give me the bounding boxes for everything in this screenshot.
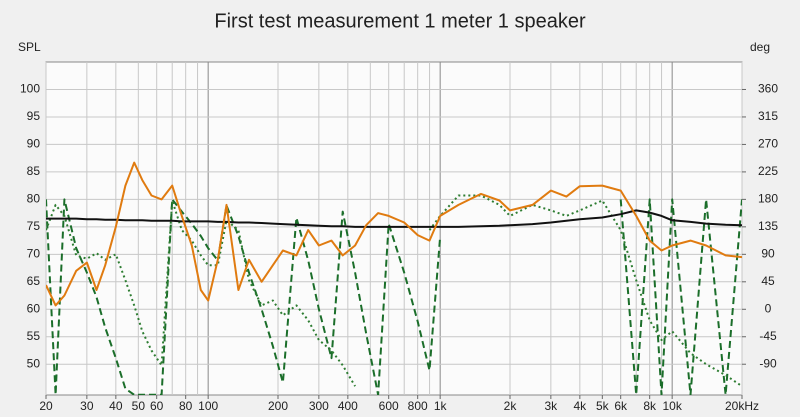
x-tick-label: 30 xyxy=(80,399,94,413)
y2-tick-label: 90 xyxy=(761,246,775,260)
y2-tick-label: -45 xyxy=(759,329,777,343)
x-tick-label: 5k xyxy=(596,399,610,413)
x-tick-label: 60 xyxy=(150,399,164,413)
y-tick-label: 75 xyxy=(27,219,41,233)
y-tick-label: 50 xyxy=(27,356,41,370)
series-line xyxy=(46,161,742,307)
y2-tick-label: 360 xyxy=(758,82,778,96)
y2-tick-label: 270 xyxy=(758,137,778,151)
x-tick-label: 400 xyxy=(338,399,358,413)
y2-tick-label: 315 xyxy=(758,109,778,123)
y-tick-label: 70 xyxy=(27,246,41,260)
x-tick-label: 50 xyxy=(132,399,146,413)
grid xyxy=(45,62,743,395)
y-tick-label: 60 xyxy=(27,301,41,315)
y-tick-label: 65 xyxy=(27,274,41,288)
x-tick-label: 6k xyxy=(614,399,628,413)
series-line xyxy=(46,209,742,228)
x-tick-label: 40 xyxy=(109,399,123,413)
series-layer xyxy=(46,161,742,395)
y-axis-label: SPL xyxy=(18,40,41,54)
x-tick-label: 10k xyxy=(662,399,682,413)
x-tick-label: 4k xyxy=(573,399,587,413)
x-tick-label: 1k xyxy=(434,399,448,413)
x-tick-label: 200 xyxy=(268,399,288,413)
x-tick-label: 2k xyxy=(504,399,518,413)
x-tick-label: 300 xyxy=(309,399,329,413)
x-tick-label: 3k xyxy=(545,399,559,413)
y-tick-label: 95 xyxy=(27,109,41,123)
y2-tick-label: 180 xyxy=(758,192,778,206)
y-tick-label: 80 xyxy=(27,192,41,206)
y2-tick-label: 225 xyxy=(758,164,778,178)
series-line xyxy=(46,194,742,388)
y2-tick-label: 0 xyxy=(765,301,772,315)
x-tick-label: 20kHz xyxy=(725,399,759,413)
y2-tick-label: -90 xyxy=(759,356,777,370)
x-tick-label: 80 xyxy=(179,399,193,413)
chart-title: First test measurement 1 meter 1 speaker xyxy=(214,10,586,32)
y2-axis-label: deg xyxy=(750,40,770,54)
y2-tick-label: 45 xyxy=(761,274,775,288)
x-tick-label: 600 xyxy=(379,399,399,413)
x-tick-label: 20 xyxy=(39,399,53,413)
x-tick-label: 100 xyxy=(198,399,218,413)
x-tick-label: 800 xyxy=(408,399,428,413)
y-tick-label: 55 xyxy=(27,329,41,343)
y-tick-label: 100 xyxy=(20,82,40,96)
y2-tick-label: 135 xyxy=(758,219,778,233)
plot-area xyxy=(45,61,743,396)
y-tick-label: 85 xyxy=(27,164,41,178)
x-tick-label: 8k xyxy=(643,399,657,413)
y-tick-label: 90 xyxy=(27,137,41,151)
